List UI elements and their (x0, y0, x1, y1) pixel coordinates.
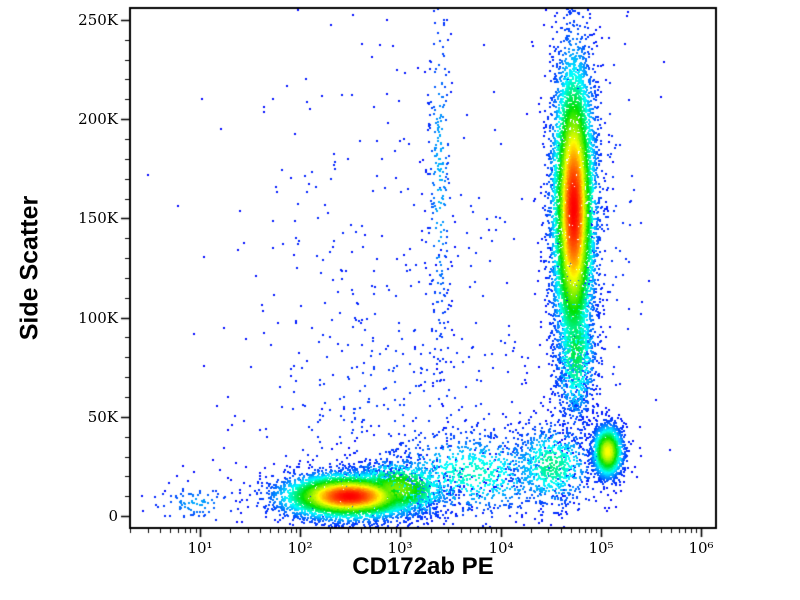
y-tick-label-0: 0 (108, 507, 118, 525)
x-axis-title: CD172ab PE (352, 553, 494, 580)
y-axis-title: Side Scatter (15, 195, 44, 341)
y-tick-label-100k: 100K (78, 309, 118, 327)
x-tick-label-10e1: 10¹ (187, 539, 213, 557)
y-tick-label-200k: 200K (78, 110, 118, 128)
x-tick-label-10e5: 10⁵ (588, 539, 614, 557)
x-tick-label-10e4: 10⁴ (488, 539, 514, 557)
y-tick-label-250k: 250K (78, 11, 118, 29)
x-tick-label-10e2: 10² (287, 539, 313, 557)
y-tick-label-50k: 50K (87, 408, 118, 426)
y-tick-label-150k: 150K (78, 209, 118, 227)
x-tick-label-10e3: 10³ (387, 539, 413, 557)
x-tick-label-10e6: 10⁶ (688, 539, 714, 557)
